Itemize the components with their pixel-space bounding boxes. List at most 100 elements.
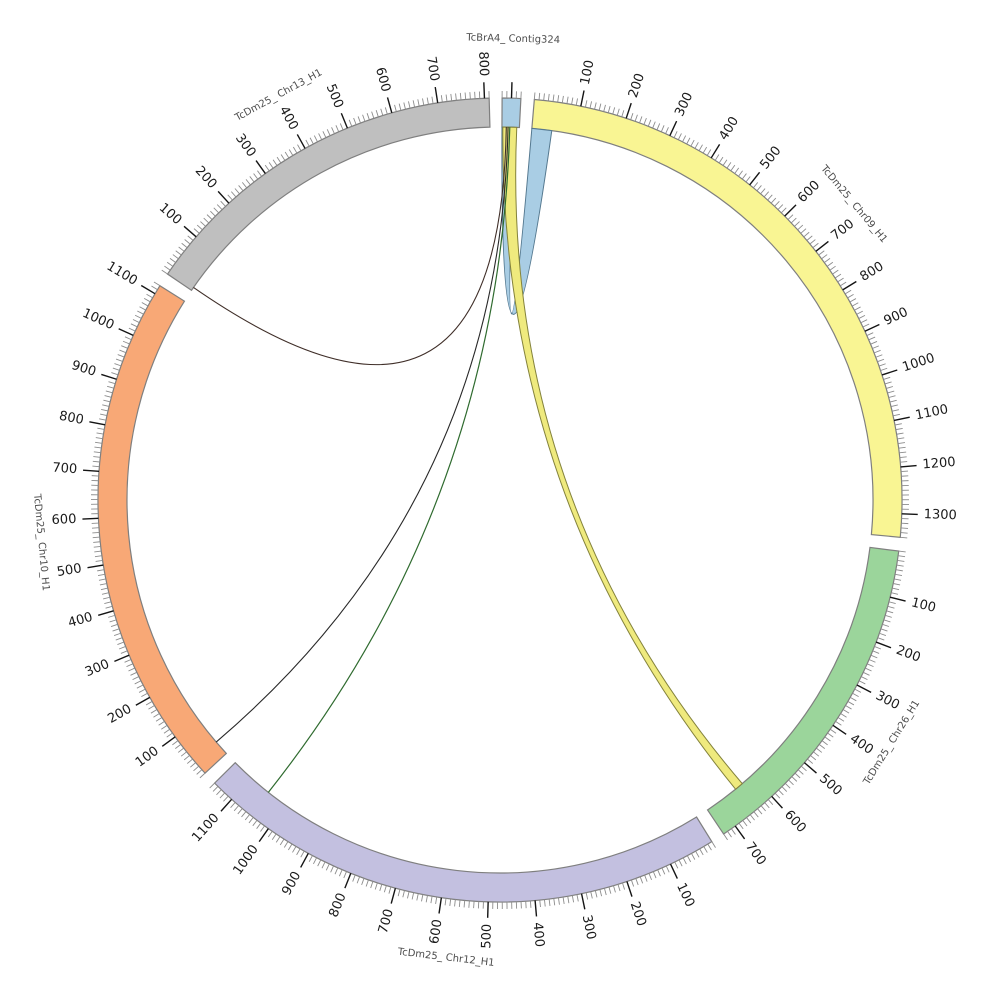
minor-tick [576, 894, 579, 902]
minor-tick [169, 258, 176, 263]
minor-tick [899, 451, 907, 454]
minor-tick [590, 891, 593, 899]
minor-tick [656, 123, 661, 131]
minor-tick [643, 117, 647, 125]
minor-tick [698, 144, 703, 151]
minor-tick [613, 885, 616, 893]
minor-tick [830, 728, 837, 734]
minor-tick [880, 628, 888, 632]
minor-tick [219, 792, 226, 799]
minor-tick [146, 293, 153, 299]
minor-tick [97, 573, 106, 577]
minor-tick [774, 200, 780, 207]
minor-tick [227, 194, 233, 201]
minor-tick [308, 855, 313, 862]
minor-tick [172, 254, 179, 260]
tick-label: 400 [67, 610, 95, 631]
tick-label: 400 [847, 731, 876, 757]
minor-tick [468, 900, 470, 908]
major-tick [856, 684, 872, 693]
minor-tick [331, 127, 335, 134]
minor-tick [402, 890, 405, 898]
minor-tick [767, 194, 773, 201]
minor-tick [807, 758, 814, 764]
tick-label: 100 [133, 744, 162, 771]
minor-tick [826, 261, 834, 267]
major-tick [626, 881, 633, 897]
minor-tick [891, 409, 899, 412]
minor-tick [234, 188, 240, 195]
minor-tick [175, 250, 182, 256]
minor-tick [895, 569, 903, 572]
minor-tick [223, 795, 229, 802]
minor-tick [589, 101, 593, 109]
minor-tick [184, 239, 191, 245]
minor-tick [117, 641, 125, 645]
minor-tick [416, 893, 419, 901]
major-tick [161, 736, 176, 747]
minor-tick [677, 133, 682, 140]
major-tick [217, 190, 230, 204]
minor-tick [647, 119, 652, 127]
minor-tick [714, 154, 720, 161]
minor-tick [196, 769, 203, 775]
minor-tick [469, 92, 471, 100]
minor-tick [866, 332, 874, 336]
minor-tick [397, 889, 401, 897]
major-tick [82, 517, 99, 520]
minor-tick [343, 871, 347, 879]
minor-tick [103, 596, 111, 600]
tick-label: 300 [873, 688, 902, 713]
minor-tick [764, 802, 770, 809]
minor-tick [374, 882, 378, 890]
minor-tick [895, 427, 903, 431]
minor-tick [839, 281, 847, 287]
minor-tick [408, 101, 411, 109]
major-tick [900, 464, 917, 468]
minor-tick [440, 95, 443, 103]
minor-tick [136, 684, 144, 689]
major-tick [803, 762, 817, 774]
minor-tick [552, 94, 555, 102]
major-tick [901, 513, 918, 516]
sector-arc-chr13 [166, 97, 491, 292]
minor-tick [896, 564, 904, 567]
minor-tick [252, 819, 258, 827]
major-tick [87, 564, 104, 569]
major-tick [669, 120, 678, 136]
minor-tick [665, 127, 669, 134]
minor-tick [280, 154, 286, 161]
minor-tick [206, 214, 213, 220]
minor-tick [872, 650, 880, 654]
major-tick [734, 825, 746, 840]
minor-tick [237, 808, 243, 815]
minor-tick [860, 319, 868, 324]
minor-tick [682, 135, 687, 143]
tick-label: 800 [858, 259, 887, 285]
minor-tick [800, 228, 807, 234]
tick-label: 800 [58, 409, 85, 428]
minor-tick [230, 191, 237, 198]
minor-tick [241, 811, 247, 818]
tick-label: 700 [829, 216, 858, 243]
minor-tick [730, 164, 736, 172]
minor-tick [407, 891, 410, 899]
link-contig-chr26 [502, 126, 743, 790]
minor-tick [691, 853, 696, 860]
minor-tick [862, 323, 870, 328]
tick-label: 400 [716, 114, 742, 143]
minor-tick [150, 709, 158, 714]
minor-tick [297, 144, 302, 151]
minor-tick [538, 92, 541, 100]
minor-tick [216, 789, 222, 796]
tick-label: 200 [626, 72, 648, 100]
major-tick [881, 369, 898, 376]
minor-tick [92, 531, 100, 534]
minor-tick [806, 235, 813, 241]
minor-tick [292, 146, 298, 154]
minor-tick [797, 769, 804, 775]
minor-tick [128, 327, 136, 332]
minor-tick [212, 786, 219, 792]
minor-tick [422, 98, 425, 106]
